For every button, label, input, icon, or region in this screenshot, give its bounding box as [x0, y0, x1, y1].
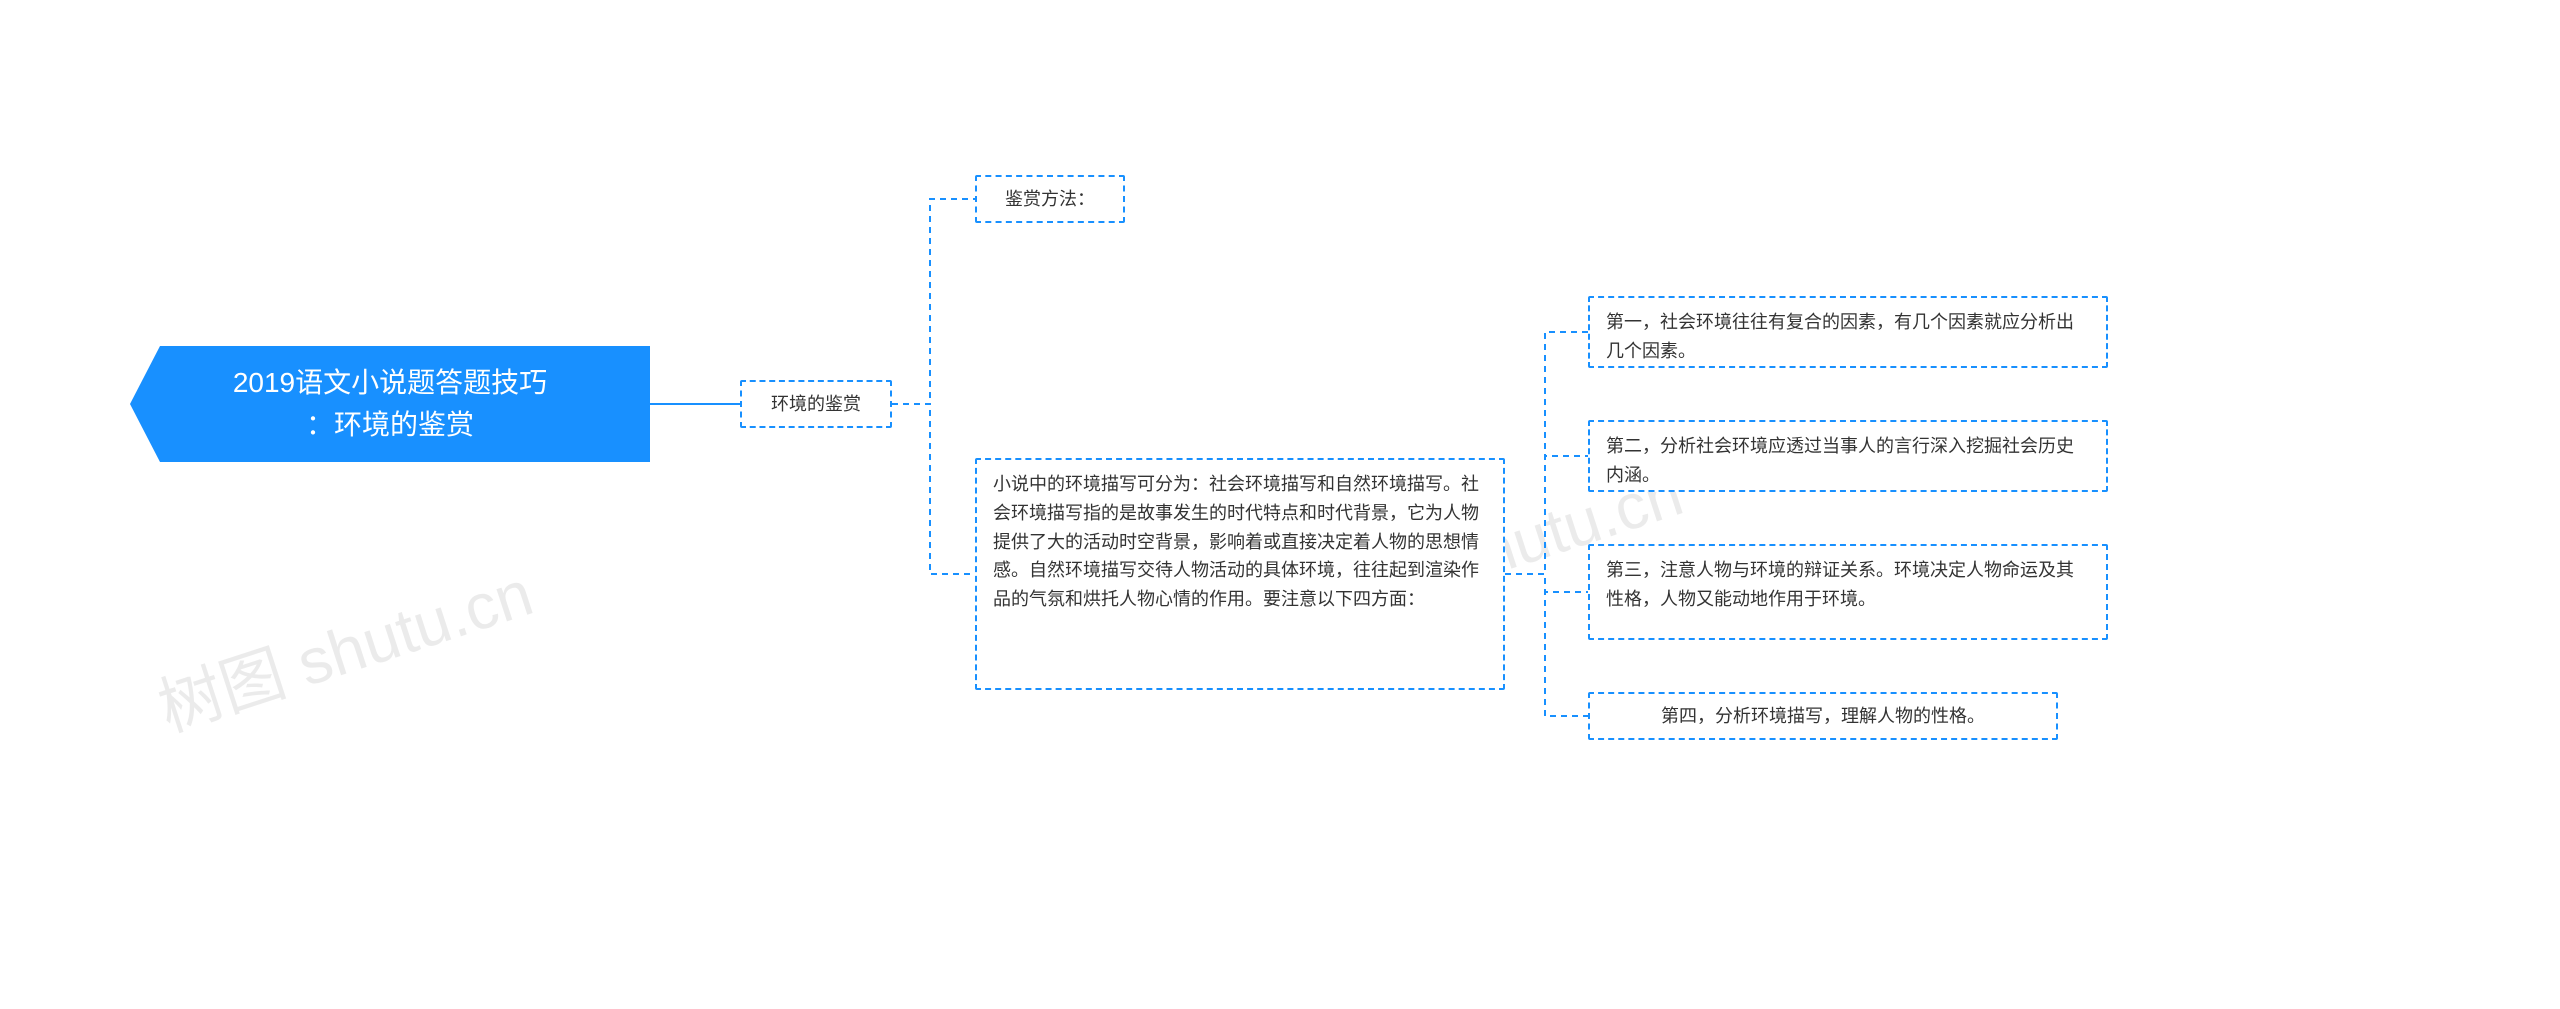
node-leaf-1: 第一，社会环境往往有复合的因素，有几个因素就应分析出几个因素。 [1588, 296, 2108, 368]
node-text: 第二，分析社会环境应透过当事人的言行深入挖掘社会历史内涵。 [1606, 432, 2090, 490]
node-text: 第一，社会环境往往有复合的因素，有几个因素就应分析出几个因素。 [1606, 308, 2090, 366]
node-text: 第四，分析环境描写，理解人物的性格。 [1661, 702, 1985, 731]
node-text: 小说中的环境描写可分为：社会环境描写和自然环境描写。社会环境描写指的是故事发生的… [993, 470, 1487, 614]
node-text: 环境的鉴赏 [771, 390, 861, 419]
node-level1: 环境的鉴赏 [740, 380, 892, 428]
node-leaf-3: 第三，注意人物与环境的辩证关系。环境决定人物命运及其性格，人物又能动地作用于环境… [1588, 544, 2108, 640]
node-text: 鉴赏方法： [1005, 185, 1095, 214]
root-line2: ：环境的鉴赏 [233, 404, 547, 446]
root-node: 2019语文小说题答题技巧 ：环境的鉴赏 [130, 346, 650, 462]
watermark: 树图 shutu.cn [145, 542, 542, 749]
node-leaf-2: 第二，分析社会环境应透过当事人的言行深入挖掘社会历史内涵。 [1588, 420, 2108, 492]
root-line1: 2019语文小说题答题技巧 [233, 362, 547, 404]
node-branch-b: 小说中的环境描写可分为：社会环境描写和自然环境描写。社会环境描写指的是故事发生的… [975, 458, 1505, 690]
node-leaf-4: 第四，分析环境描写，理解人物的性格。 [1588, 692, 2058, 740]
node-branch-a: 鉴赏方法： [975, 175, 1125, 223]
node-text: 第三，注意人物与环境的辩证关系。环境决定人物命运及其性格，人物又能动地作用于环境… [1606, 556, 2090, 614]
